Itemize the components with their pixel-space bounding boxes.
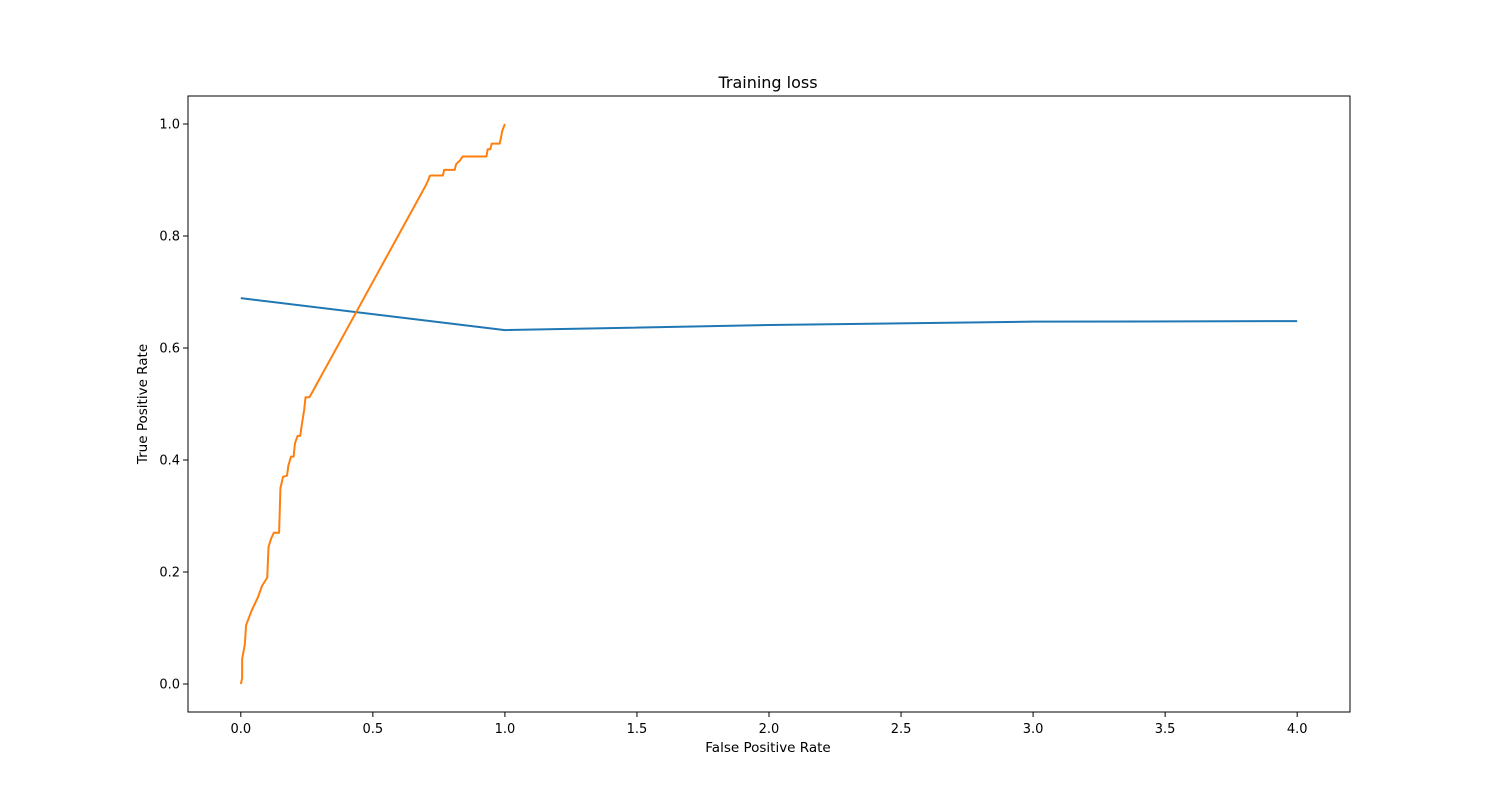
x-tick-label: 1.0 bbox=[495, 722, 516, 737]
x-tick-label: 0.5 bbox=[363, 722, 384, 737]
y-tick-label: 0.8 bbox=[159, 230, 180, 245]
y-tick-label: 1.0 bbox=[159, 118, 180, 133]
x-tick-label: 3.5 bbox=[1155, 722, 1176, 737]
x-tick-label: 4.0 bbox=[1287, 722, 1308, 737]
plot-frame bbox=[187, 95, 1351, 713]
y-tick-label: 0.2 bbox=[159, 566, 180, 581]
y-tick-label: 0.6 bbox=[159, 342, 180, 357]
x-axis-ticks: 0.0 0.5 1.0 1.5 2.0 2.5 3.0 3.5 4.0 bbox=[230, 712, 1308, 737]
series-line-roc-curve bbox=[239, 123, 506, 685]
y-axis-ticks: 0.0 0.2 0.4 0.6 0.8 1.0 bbox=[159, 118, 188, 693]
x-tick-label: 3.0 bbox=[1023, 722, 1044, 737]
chart-title: Training loss bbox=[717, 73, 817, 92]
x-tick-label: 2.5 bbox=[891, 722, 912, 737]
x-tick-label: 0.0 bbox=[230, 722, 251, 737]
series-layer bbox=[239, 123, 1298, 685]
x-axis-label: False Positive Rate bbox=[705, 740, 830, 756]
y-axis-label: True Positive Rate bbox=[135, 344, 151, 465]
y-tick-label: 0.4 bbox=[159, 454, 180, 469]
x-tick-label: 1.5 bbox=[627, 722, 648, 737]
y-tick-label: 0.0 bbox=[159, 678, 180, 693]
x-tick-label: 2.0 bbox=[759, 722, 780, 737]
series-line-training-loss bbox=[240, 297, 1298, 332]
